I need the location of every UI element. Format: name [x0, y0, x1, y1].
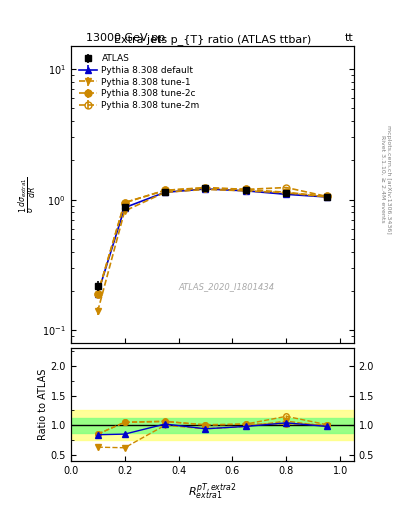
X-axis label: $R^{pT,extra2}_{extra1}$: $R^{pT,extra2}_{extra1}$: [188, 481, 237, 502]
Y-axis label: $\frac{1}{\sigma}\frac{d\sigma_{extra1}}{dR}$: $\frac{1}{\sigma}\frac{d\sigma_{extra1}}…: [17, 177, 39, 212]
Text: Rivet 3.1.10, ≥ 2.4M events: Rivet 3.1.10, ≥ 2.4M events: [381, 135, 386, 223]
Text: ATLAS_2020_I1801434: ATLAS_2020_I1801434: [178, 283, 274, 292]
Text: 13000 GeV pp: 13000 GeV pp: [86, 33, 165, 44]
Title: Extra jets p_{T} ratio (ATLAS ttbar): Extra jets p_{T} ratio (ATLAS ttbar): [114, 34, 311, 45]
Text: mcplots.cern.ch [arXiv:1306.3436]: mcplots.cern.ch [arXiv:1306.3436]: [386, 125, 391, 233]
Text: tt: tt: [345, 33, 354, 44]
Legend: ATLAS, Pythia 8.308 default, Pythia 8.308 tune-1, Pythia 8.308 tune-2c, Pythia 8: ATLAS, Pythia 8.308 default, Pythia 8.30…: [75, 51, 203, 114]
Bar: [71, 417, 354, 433]
Y-axis label: Ratio to ATLAS: Ratio to ATLAS: [38, 369, 48, 440]
Bar: [71, 411, 354, 440]
